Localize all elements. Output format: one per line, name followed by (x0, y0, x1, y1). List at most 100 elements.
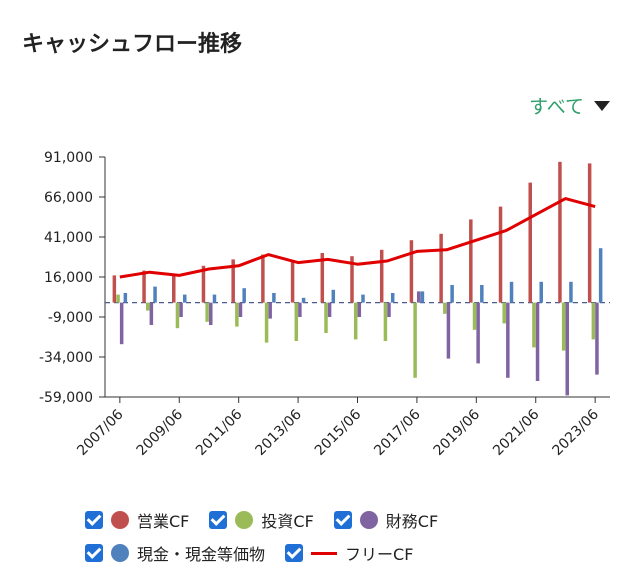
bar-fin (476, 302, 480, 364)
x-tick-label: 2015/06 (312, 406, 365, 459)
bar-op (261, 254, 265, 303)
bar-fin (387, 302, 391, 317)
bar-op (320, 253, 325, 303)
bar-fin (209, 302, 213, 325)
bar-cash (272, 293, 276, 303)
page-title: キャッシュフロー推移 (22, 32, 243, 57)
legend-swatch-inv (235, 511, 254, 529)
x-tick-label: 2023/06 (550, 406, 603, 459)
bar-inv (264, 302, 269, 343)
bar-inv (324, 302, 328, 333)
legend-swatch-cash (111, 544, 129, 562)
bar-inv (175, 302, 180, 329)
bar-inv (146, 302, 150, 311)
checkbox-icon[interactable] (85, 544, 103, 562)
bar-inv (532, 302, 536, 348)
legend-item-free[interactable]: フリーCF (285, 541, 413, 565)
legend-swatch-op (111, 511, 129, 529)
bar-inv (443, 302, 447, 314)
y-tick-label: -59,000 (39, 390, 93, 406)
bar-fin (119, 302, 124, 345)
x-tick-label: 2021/06 (490, 406, 543, 459)
bar-inv (472, 302, 477, 330)
bar-fin (149, 302, 154, 325)
bar-inv (294, 302, 299, 341)
bar-fin (595, 302, 599, 375)
bar-op (498, 206, 503, 303)
bar-inv (235, 302, 239, 327)
bar-fin (535, 302, 540, 381)
y-tick-label: 16,000 (44, 270, 93, 286)
bar-op (112, 275, 117, 303)
checkbox-icon[interactable] (85, 511, 103, 529)
bar-fin (238, 302, 243, 317)
bar-op (172, 275, 176, 303)
bar-fin (446, 302, 451, 359)
bar-inv (591, 302, 596, 340)
legend-item-op[interactable]: 営業CF (85, 508, 189, 532)
bar-cash (242, 288, 246, 303)
legend-item-fin[interactable]: 財務CF (333, 508, 439, 532)
checkbox-icon[interactable] (209, 511, 228, 529)
legend-label-cash: 現金・現金等価物 (137, 545, 266, 564)
bar-cash (509, 281, 514, 303)
bar-fin (565, 302, 569, 396)
bar-cash (331, 289, 336, 303)
legend-label-fin: 財務CF (385, 512, 439, 531)
bar-fin (357, 302, 362, 317)
legend-swatch-fin (359, 511, 378, 529)
bar-inv (205, 302, 209, 322)
bar-cash (212, 294, 217, 303)
line-free-cf (119, 197, 596, 279)
bar-cash (183, 294, 187, 303)
checkbox-icon[interactable] (285, 544, 304, 562)
bar-fin (416, 291, 421, 303)
bar-op (528, 182, 532, 303)
bar-op (558, 161, 562, 303)
bar-fin (179, 302, 183, 317)
bar-inv (561, 302, 566, 351)
bar-cash (420, 291, 425, 303)
bar-inv (413, 302, 417, 378)
bar-inv (353, 302, 358, 340)
filter-dropdown[interactable]: すべて (529, 92, 610, 119)
checkbox-icon[interactable] (333, 511, 352, 529)
bar-fin (298, 302, 302, 317)
y-tick-label: -34,000 (39, 350, 93, 366)
legend-item-inv[interactable]: 投資CF (209, 508, 314, 532)
cashflow-chart: 91,000 66,000 41,000 16,000 -9,000 -34,000 -59… (39, 150, 610, 459)
bar-inv (383, 302, 388, 341)
bar-cash (450, 285, 454, 303)
bar-op (439, 233, 443, 303)
bar-cash (361, 294, 365, 303)
y-tick-label: -9,000 (48, 310, 93, 326)
y-tick-label: 91,000 (44, 150, 93, 166)
bar-inv (502, 302, 506, 324)
x-tick-label: 2009/06 (134, 406, 187, 459)
bar-cash (569, 281, 573, 303)
y-tick-label: 66,000 (44, 190, 93, 206)
bar-fin (268, 302, 272, 319)
bar-cash (480, 285, 484, 303)
filter-label: すべて (529, 96, 584, 118)
bar-op (142, 270, 146, 303)
legend-label-free: フリーCF (345, 545, 414, 564)
x-tick-label: 2013/06 (252, 406, 305, 459)
bar-cash (123, 293, 128, 303)
x-tick-label: 2011/06 (193, 406, 246, 459)
y-tick-label: 41,000 (44, 230, 93, 246)
bar-cash (539, 281, 543, 303)
bar-op (379, 249, 384, 303)
bar-fin (327, 302, 332, 317)
chart-legend: 営業CF 投資CF 財務CF 現金・現金等価物 フリーCF (0, 508, 640, 574)
x-tick-label: 2007/06 (74, 406, 127, 459)
legend-label-op: 営業CF (137, 512, 190, 531)
bar-inv (116, 294, 120, 303)
legend-item-cash[interactable]: 現金・現金等価物 (85, 541, 265, 565)
bar-fin (506, 302, 510, 378)
bar-op (290, 261, 295, 303)
caret-down-icon (594, 100, 610, 111)
x-tick-label: 2017/06 (371, 406, 424, 459)
legend-label-inv: 投資CF (261, 512, 314, 531)
bar-op (587, 163, 592, 303)
